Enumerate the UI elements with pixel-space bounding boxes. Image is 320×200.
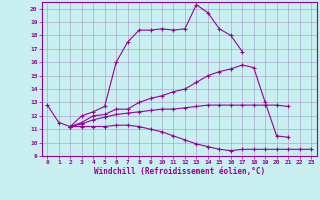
X-axis label: Windchill (Refroidissement éolien,°C): Windchill (Refroidissement éolien,°C) bbox=[94, 167, 265, 176]
